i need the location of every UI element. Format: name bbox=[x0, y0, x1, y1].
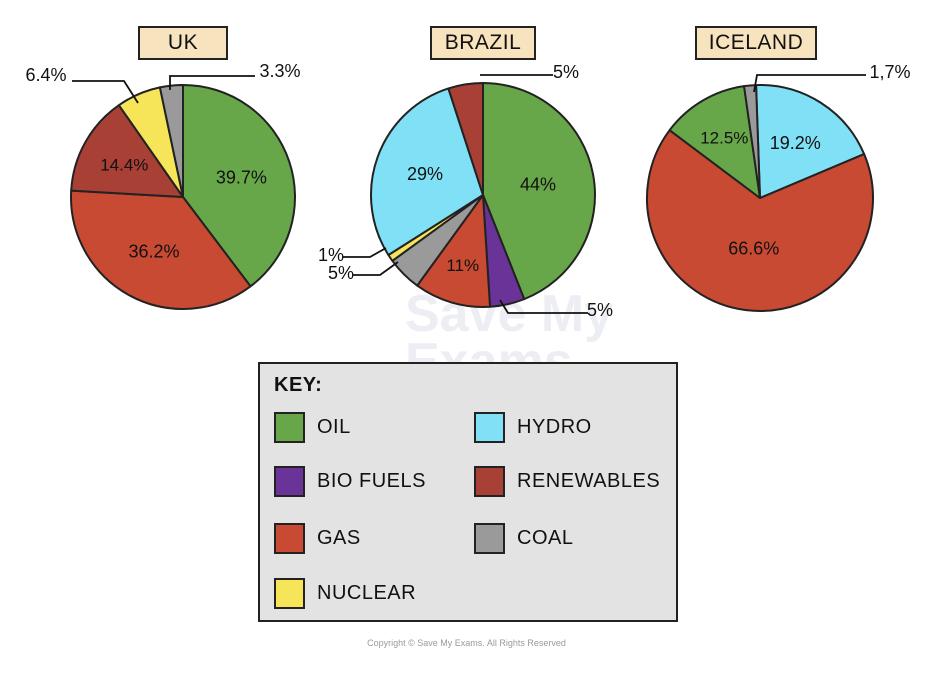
brazil-label-bio-fuels: 5% bbox=[587, 300, 613, 320]
uk-label-nuclear: 6.4% bbox=[25, 65, 66, 85]
brazil-title: BRAZIL bbox=[430, 26, 536, 60]
brazil-label-coal: 5% bbox=[328, 263, 354, 283]
iceland-label-oil: 12.5% bbox=[700, 129, 748, 148]
key-label-renewables: RENEWABLES bbox=[517, 469, 661, 492]
uk-slice-coal bbox=[158, 84, 184, 198]
key-item-renewables: RENEWABLES bbox=[474, 464, 660, 498]
bio-fuels-swatch bbox=[274, 465, 305, 497]
key-item-hydro: HYDRO bbox=[474, 410, 592, 444]
copyright-notice: Copyright © Save My Exams. All Rights Re… bbox=[367, 638, 566, 648]
brazil-label-gas: 11% bbox=[446, 256, 479, 275]
key-label-hydro: HYDRO bbox=[517, 415, 592, 438]
uk-label-oil: 39.7% bbox=[216, 167, 267, 187]
pie-charts: 39.7%36.2%14.4%6.4% 3.3%44%5%11%5%1%29%5%… bbox=[25, 61, 911, 320]
key-label-oil: OIL bbox=[317, 415, 351, 438]
iceland-slice-oil bbox=[668, 85, 761, 199]
hydro-swatch bbox=[474, 411, 505, 443]
renewables-swatch bbox=[474, 465, 505, 497]
brazil-label-hydro: 29% bbox=[407, 164, 443, 184]
brazil-label-nuclear-leader bbox=[343, 247, 387, 258]
iceland-label-coal-leader bbox=[753, 74, 866, 93]
key-label-coal: COAL bbox=[517, 526, 574, 549]
brazil-label-renewables: 5% bbox=[553, 62, 579, 82]
key-item-bio-fuels: BIO FUELS bbox=[274, 464, 426, 498]
uk-slice-oil bbox=[182, 84, 296, 288]
uk-slice-gas bbox=[70, 189, 252, 310]
iceland-label-gas: 66.6% bbox=[728, 239, 779, 259]
key-panel: KEY: OIL HYDRO BIO FUELS RENEWABLES GAS … bbox=[258, 362, 678, 622]
uk-label-gas: 36.2% bbox=[128, 241, 179, 261]
key-label-gas: GAS bbox=[317, 526, 361, 549]
brazil-label-nuclear: 1% bbox=[318, 245, 344, 265]
brazil-pie: 44%5%11%5%1%29%5% bbox=[318, 62, 613, 320]
iceland-label-coal: 1,7% bbox=[869, 62, 910, 82]
brazil-slice-renewables bbox=[447, 82, 484, 196]
iceland-label-hydro: 19.2% bbox=[770, 133, 821, 153]
uk-label-renewables: 14.4% bbox=[100, 155, 148, 174]
gas-swatch bbox=[274, 522, 305, 554]
uk-label-coal: 3.3% bbox=[259, 61, 300, 81]
uk-slice-renewables bbox=[70, 104, 184, 198]
uk-pie: 39.7% 36.2% 14.4% 6.4% 3.3% bbox=[25, 61, 301, 310]
uk-title: UK bbox=[138, 26, 228, 60]
nuclear-swatch bbox=[274, 577, 305, 609]
key-item-gas: GAS bbox=[274, 521, 361, 555]
key-item-nuclear: NUCLEAR bbox=[274, 576, 416, 610]
key-label-bio-fuels: BIO FUELS bbox=[317, 469, 426, 492]
brazil-label-coal-leader bbox=[353, 261, 399, 276]
iceland-pie: 19.2% 66.6% 12.5% 1,7% bbox=[646, 62, 911, 312]
uk-label-coal-leader bbox=[169, 75, 255, 90]
brazil-slice-oil bbox=[482, 82, 596, 301]
key-label-nuclear: NUCLEAR bbox=[317, 581, 417, 604]
iceland-slice-gas bbox=[646, 129, 874, 312]
brazil-label-oil: 44% bbox=[520, 175, 556, 195]
iceland-slice-hydro bbox=[755, 84, 866, 199]
oil-swatch bbox=[274, 411, 305, 443]
key-item-coal: COAL bbox=[474, 521, 573, 555]
iceland-title: ICELAND bbox=[695, 26, 817, 60]
brazil-slice-hydro bbox=[370, 87, 484, 257]
coal-swatch bbox=[474, 522, 505, 554]
uk-label-nuclear-leader bbox=[72, 80, 139, 104]
key-item-oil: OIL bbox=[274, 410, 351, 444]
key-title: KEY: bbox=[274, 374, 323, 396]
brazil-slice-gas bbox=[416, 194, 492, 308]
brazil-label-bio-fuels-leader bbox=[499, 299, 588, 314]
